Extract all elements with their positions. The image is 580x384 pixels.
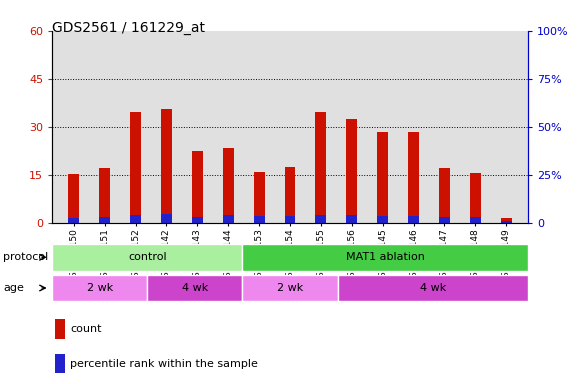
Bar bbox=[285, 216, 295, 223]
Bar bbox=[470, 173, 481, 223]
Bar bbox=[501, 218, 512, 223]
Bar bbox=[55, 354, 65, 373]
Bar bbox=[161, 214, 172, 223]
Bar bbox=[285, 167, 295, 223]
Bar bbox=[68, 174, 79, 223]
Bar bbox=[408, 216, 419, 223]
Bar bbox=[55, 319, 65, 339]
Text: MAT1 ablation: MAT1 ablation bbox=[346, 252, 425, 262]
Bar bbox=[501, 221, 512, 223]
Bar bbox=[377, 216, 388, 223]
Bar bbox=[130, 113, 141, 223]
Bar bbox=[68, 218, 79, 223]
Bar bbox=[408, 132, 419, 223]
Text: count: count bbox=[70, 324, 101, 334]
Text: 4 wk: 4 wk bbox=[419, 283, 446, 293]
Bar bbox=[316, 113, 327, 223]
Text: 4 wk: 4 wk bbox=[182, 283, 208, 293]
Text: protocol: protocol bbox=[3, 252, 48, 262]
Bar bbox=[253, 216, 264, 223]
Text: control: control bbox=[128, 252, 166, 262]
Bar bbox=[346, 119, 357, 223]
Text: 2 wk: 2 wk bbox=[277, 283, 303, 293]
Bar bbox=[223, 215, 234, 223]
Bar bbox=[439, 217, 450, 223]
Bar bbox=[192, 151, 203, 223]
Bar bbox=[99, 217, 110, 223]
Bar bbox=[242, 275, 338, 301]
Bar bbox=[147, 275, 242, 301]
Text: 2 wk: 2 wk bbox=[86, 283, 113, 293]
Bar bbox=[338, 275, 528, 301]
Bar bbox=[130, 215, 141, 223]
Text: GDS2561 / 161229_at: GDS2561 / 161229_at bbox=[52, 21, 205, 35]
Bar bbox=[99, 168, 110, 223]
Bar bbox=[192, 217, 203, 223]
Bar bbox=[346, 215, 357, 223]
Bar bbox=[316, 215, 327, 223]
Bar bbox=[470, 217, 481, 223]
Bar bbox=[242, 244, 528, 271]
Bar bbox=[161, 109, 172, 223]
Bar bbox=[377, 132, 388, 223]
Text: age: age bbox=[3, 283, 24, 293]
Bar bbox=[439, 168, 450, 223]
Text: percentile rank within the sample: percentile rank within the sample bbox=[70, 359, 258, 369]
Bar bbox=[253, 172, 264, 223]
Bar bbox=[223, 147, 234, 223]
Bar bbox=[52, 244, 242, 271]
Bar bbox=[52, 275, 147, 301]
